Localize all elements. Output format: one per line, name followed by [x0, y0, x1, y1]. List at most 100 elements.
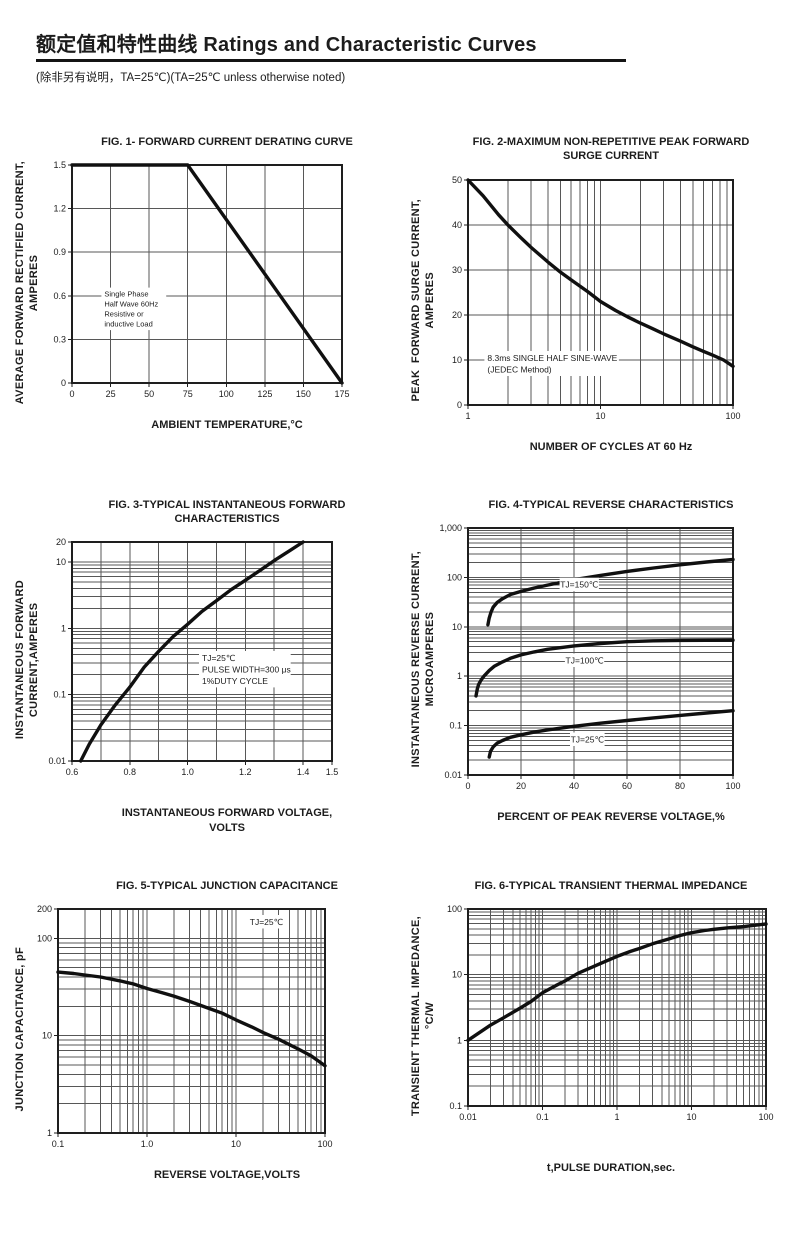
curve-junction-capacitance	[56, 970, 327, 1068]
fig1-x-axis-label: AMBIENT TEMPERATURE,°C	[151, 419, 303, 432]
x-tick-label: 0	[465, 781, 470, 791]
x-tick-label: 100	[317, 1139, 332, 1149]
annotation-backdrop	[198, 651, 291, 688]
curve-instantaneous-forward	[78, 540, 305, 764]
x-tick-label: 80	[674, 781, 684, 791]
annotation-backdrop	[100, 287, 166, 331]
fig6-title: FIG. 6-TYPICAL TRANSIENT THERMAL IMPEDAN…	[474, 880, 748, 893]
x-tick-label: 1.0	[140, 1139, 153, 1149]
y-tick-label: 1	[456, 671, 461, 681]
fig2-x-axis-label: NUMBER OF CYCLES AT 60 Hz	[529, 440, 693, 453]
charts-grid: FIG. 1- FORWARD CURRENT DERATING CURVE A…	[14, 135, 782, 1183]
annotation-backdrop	[564, 653, 604, 668]
y-tick-label: 1	[456, 1036, 461, 1046]
annotation-text: TJ=25℃	[570, 734, 604, 744]
x-tick-label: 1.5	[325, 767, 338, 777]
annotation-text: (JEDEC Method)	[487, 364, 551, 374]
annotation-text: TJ=25℃	[250, 917, 284, 927]
y-tick-label: 0.1	[449, 721, 462, 731]
curve-tj-100c	[473, 638, 735, 698]
fig4-plot-area: TJ=150℃ TJ=100℃ TJ=25℃ 0 20 40 60 80 100 0.01 0.1 1…	[438, 519, 749, 800]
x-tick-label: 1.2	[239, 767, 252, 777]
x-tick-label: 0.01	[459, 1112, 477, 1122]
fig5-x-axis-label: REVERSE VOLTAGE,VOLTS	[153, 1169, 301, 1182]
x-tick-label: 100	[725, 781, 740, 791]
curve-peak-surge-current	[465, 177, 735, 368]
fig6-plot-area: 0.01 0.1 1 10 100 0.1 1 10 100	[438, 900, 782, 1131]
y-tick-label: 10	[451, 622, 461, 632]
annotation-backdrop	[559, 577, 599, 592]
fig4-title: FIG. 4-TYPICAL REVERSE CHARACTERISTICS	[488, 498, 734, 511]
y-tick-label: 0	[456, 400, 461, 410]
x-tick-label: 60	[621, 781, 631, 791]
fig3-plot-area: TJ=25℃ PULSE WIDTH=300 μs 1%DUTY CYCLE 0.6 0…	[42, 533, 348, 786]
x-tick-label: 0.1	[536, 1112, 549, 1122]
page-header: 额定值和特性曲线 Ratings and Characteristic Curv…	[36, 34, 782, 85]
x-tick-label: 100	[218, 389, 233, 399]
fig3-x-axis-label: INSTANTANEOUS FORWARD VOLTAGE, VOLTS	[121, 807, 333, 834]
curve-tj-150c	[485, 557, 735, 627]
curve-forward-current-derating	[69, 163, 344, 385]
y-tick-label: 1	[47, 1128, 52, 1138]
fig3-y-axis-label: INSTANTANEOUS FORWARD CURRENT,AMPERES	[14, 580, 40, 740]
fig1-title: FIG. 1- FORWARD CURRENT DERATING CURVE	[101, 136, 353, 148]
x-tick-label: 100	[725, 411, 740, 421]
fig3-instantaneous-forward-characteristics: FIG. 3-TYPICAL INSTANTANEOUS FORWARD CHA…	[14, 498, 410, 835]
fig1-forward-current-derating-curve: FIG. 1- FORWARD CURRENT DERATING CURVE A…	[14, 135, 410, 454]
fig5-title: FIG. 5-TYPICAL JUNCTION CAPACITANCE	[116, 880, 338, 893]
x-tick-label: 0.1	[51, 1139, 64, 1149]
y-tick-label: 1	[60, 624, 65, 634]
y-tick-label: 1.5	[53, 160, 66, 170]
title-underline	[36, 59, 626, 62]
x-tick-label: 1	[465, 411, 470, 421]
x-tick-label: 175	[334, 389, 349, 399]
annotation-text: 8.3ms SINGLE HALF SINE-WAVE	[487, 352, 617, 362]
y-tick-label: 10	[451, 355, 461, 365]
y-tick-label: 100	[37, 934, 52, 944]
fig5-y-axis-label: JUNCTION CAPACITANCE, pF	[14, 947, 26, 1112]
x-tick-label: 1	[614, 1112, 619, 1122]
annotation-backdrop	[483, 350, 619, 376]
fig5-plot-area: TJ=25℃ 0.1 1.0 10 100 1 10 100 200	[28, 900, 341, 1158]
y-tick-label: 10	[451, 970, 461, 980]
fig4-x-axis-label: PERCENT OF PEAK REVERSE VOLTAGE,%	[497, 811, 725, 824]
annotation-text: inductive Load	[104, 320, 152, 329]
fig5-typical-junction-capacitance: FIG. 5-TYPICAL JUNCTION CAPACITANCE JUNC…	[14, 879, 410, 1183]
x-tick-label: 40	[568, 781, 578, 791]
y-tick-label: 40	[451, 220, 461, 230]
fig1-y-axis-label: AVERAGE FORWARD RECTIFIED CURRENT, AMPER…	[14, 160, 40, 404]
page-subtitle: (除非另有说明，TA=25℃)(TA=25℃ unless otherwise …	[36, 72, 346, 84]
x-tick-label: 10	[595, 411, 605, 421]
y-tick-label: 50	[451, 175, 461, 185]
x-tick-label: 125	[257, 389, 272, 399]
x-tick-label: 100	[758, 1112, 773, 1122]
y-tick-label: 0.01	[444, 770, 462, 780]
fig2-peak-forward-surge-current: FIG. 2-MAXIMUM NON-REPETITIVE PEAK FORWA…	[410, 135, 782, 454]
y-tick-label: 0.9	[53, 247, 66, 257]
y-tick-label: 0.3	[53, 335, 66, 345]
y-tick-label: 0.01	[48, 756, 66, 766]
fig5-svg: TJ=25℃ 0.1 1.0 10 100 1 10 100 200	[37, 904, 333, 1149]
annotation-text: TJ=25℃	[202, 653, 236, 663]
x-tick-label: 50	[144, 389, 154, 399]
fig1-plot-area: Single Phase Half Wave 60Hz Resistive or in…	[42, 156, 358, 408]
y-tick-label: 1,000	[439, 523, 462, 533]
x-tick-label: 20	[515, 781, 525, 791]
x-tick-label: 0.6	[65, 767, 78, 777]
y-tick-label: 20	[451, 310, 461, 320]
annotation-text: TJ=100℃	[565, 655, 604, 665]
annotation-text: Half Wave 60Hz	[104, 300, 158, 309]
x-tick-label: 0.8	[123, 767, 136, 777]
fig2-svg: 8.3ms SINGLE HALF SINE-WAVE (JEDEC Method…	[451, 175, 740, 421]
y-tick-label: 0.1	[449, 1101, 462, 1111]
y-tick-label: 100	[446, 904, 461, 914]
annotation-backdrop	[569, 732, 605, 747]
fig4-typical-reverse-characteristics: FIG. 4-TYPICAL REVERSE CHARACTERISTICS I…	[410, 498, 782, 835]
y-tick-label: 10	[55, 557, 65, 567]
x-tick-label: 0	[69, 389, 74, 399]
fig6-y-axis-label: TRANSIENT THERMAL IMPEDANCE, °C/W	[410, 915, 436, 1116]
fig4-y-axis-label: INSTANTANEOUS REVERSE CURRENT, MICROAMPE…	[410, 551, 436, 768]
annotation-backdrop	[248, 915, 284, 929]
